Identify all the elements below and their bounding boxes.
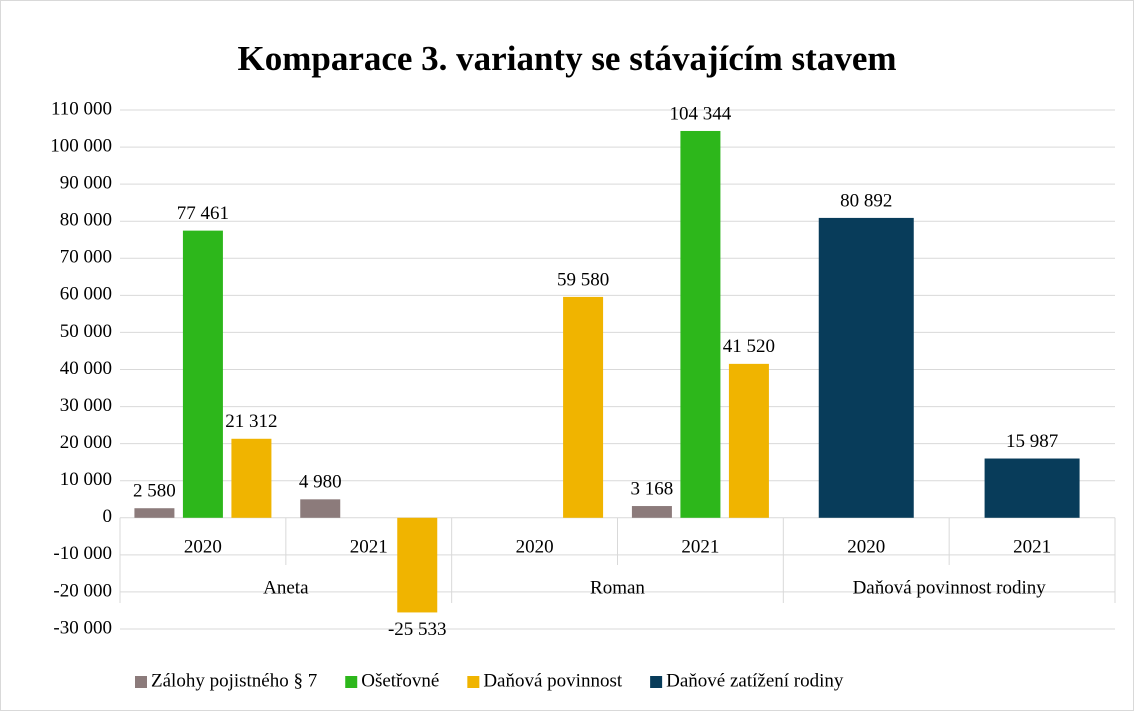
bar bbox=[231, 438, 272, 518]
y-tick-label: 0 bbox=[103, 506, 113, 527]
y-tick-label: -10 000 bbox=[53, 543, 112, 564]
data-label: 77 461 bbox=[177, 203, 229, 224]
data-label: 104 344 bbox=[670, 103, 732, 124]
bar bbox=[818, 217, 914, 518]
bar bbox=[631, 506, 672, 518]
data-label: 41 520 bbox=[723, 336, 775, 357]
bar bbox=[300, 499, 341, 518]
bar bbox=[563, 296, 604, 518]
data-label: 80 892 bbox=[840, 190, 892, 211]
y-tick-label: 40 000 bbox=[60, 358, 112, 379]
bar bbox=[134, 508, 175, 518]
x-tick-label: 2020 bbox=[184, 536, 222, 557]
bar bbox=[984, 458, 1080, 518]
group-label: Daňová povinnost rodiny bbox=[853, 577, 1047, 598]
legend-label: Zálohy pojistného § 7 bbox=[151, 670, 317, 691]
chart-title: Komparace 3. varianty se stávajícím stav… bbox=[237, 39, 896, 78]
y-tick-label: -20 000 bbox=[53, 580, 112, 601]
legend-label: Ošetřovné bbox=[361, 670, 439, 691]
data-label: 2 580 bbox=[133, 481, 176, 502]
y-tick-label: 110 000 bbox=[51, 98, 112, 119]
y-tick-label: 50 000 bbox=[60, 321, 112, 342]
data-label: 3 168 bbox=[631, 478, 674, 499]
legend-swatch bbox=[650, 676, 663, 688]
y-tick-label: 30 000 bbox=[60, 395, 112, 416]
data-label: 4 980 bbox=[299, 472, 342, 493]
y-tick-label: 20 000 bbox=[60, 432, 112, 453]
bar bbox=[680, 130, 721, 518]
y-tick-label: 80 000 bbox=[60, 210, 112, 231]
data-label: -25 533 bbox=[388, 619, 447, 640]
bar bbox=[182, 230, 223, 518]
x-tick-label: 2020 bbox=[847, 536, 885, 557]
bar bbox=[397, 517, 438, 613]
x-tick-label: 2020 bbox=[516, 536, 554, 557]
group-label: Roman bbox=[590, 577, 645, 598]
data-label: 59 580 bbox=[557, 269, 609, 290]
y-tick-label: -30 000 bbox=[53, 617, 112, 638]
x-tick-label: 2021 bbox=[681, 536, 719, 557]
y-tick-label: 100 000 bbox=[50, 135, 112, 156]
y-tick-label: 90 000 bbox=[60, 173, 112, 194]
legend-swatch bbox=[345, 676, 358, 688]
bar bbox=[728, 363, 769, 518]
y-tick-label: 70 000 bbox=[60, 247, 112, 268]
legend-swatch bbox=[135, 676, 147, 688]
x-tick-label: 2021 bbox=[350, 536, 388, 557]
legend-label: Daňová povinnost bbox=[483, 670, 623, 691]
legend-swatch bbox=[467, 676, 480, 688]
y-tick-label: 60 000 bbox=[60, 284, 112, 305]
y-tick-label: 10 000 bbox=[60, 469, 112, 490]
data-label: 21 312 bbox=[225, 411, 277, 432]
legend-label: Daňové zatížení rodiny bbox=[666, 670, 844, 691]
x-tick-label: 2021 bbox=[1013, 536, 1051, 557]
group-label: Aneta bbox=[263, 577, 309, 598]
data-label: 15 987 bbox=[1006, 431, 1058, 452]
